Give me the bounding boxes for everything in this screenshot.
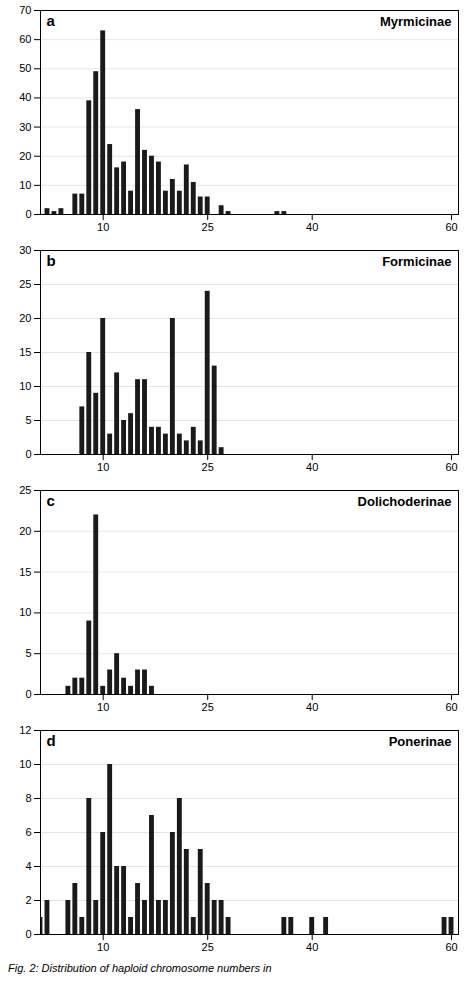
- svg-text:5: 5: [25, 647, 31, 659]
- html-text:Fig. 2: Distribution of haploi: Fig. 2: Distribution of haploid chromoso…: [8, 962, 272, 974]
- svg-text:0: 0: [25, 688, 31, 700]
- svg-text:60: 60: [445, 461, 457, 473]
- svg-text:5: 5: [25, 414, 31, 426]
- svg-text:15: 15: [19, 346, 31, 358]
- svg-text:60: 60: [445, 221, 457, 233]
- svg-text:30: 30: [19, 244, 31, 256]
- svg-text:10: 10: [97, 941, 109, 953]
- svg-text:40: 40: [306, 701, 318, 713]
- svg-text:25: 25: [202, 461, 214, 473]
- svg-text:Formicinae: Formicinae: [382, 254, 451, 269]
- svg-text:20: 20: [19, 150, 31, 162]
- svg-text:40: 40: [19, 91, 31, 103]
- svg-text:60: 60: [445, 941, 457, 953]
- svg-text:a: a: [47, 12, 56, 29]
- svg-text:15: 15: [19, 566, 31, 578]
- svg-text:10: 10: [19, 758, 31, 770]
- svg-text:10: 10: [19, 380, 31, 392]
- svg-text:40: 40: [306, 221, 318, 233]
- svg-text:Myrmicinae: Myrmicinae: [380, 14, 452, 29]
- svg-text:10: 10: [19, 179, 31, 191]
- svg-text:25: 25: [19, 278, 31, 290]
- svg-text:25: 25: [19, 484, 31, 496]
- svg-text:10: 10: [19, 606, 31, 618]
- svg-text:0: 0: [25, 928, 31, 940]
- svg-text:25: 25: [202, 941, 214, 953]
- svg-text:Dolichoderinae: Dolichoderinae: [358, 494, 452, 509]
- svg-text:25: 25: [202, 221, 214, 233]
- svg-text:d: d: [47, 732, 56, 749]
- svg-text:2: 2: [25, 894, 31, 906]
- svg-text:10: 10: [97, 701, 109, 713]
- svg-text:40: 40: [306, 941, 318, 953]
- svg-text:60: 60: [19, 33, 31, 45]
- svg-text:b: b: [47, 252, 56, 269]
- svg-text:25: 25: [202, 701, 214, 713]
- svg-text:0: 0: [25, 448, 31, 460]
- svg-text:c: c: [47, 492, 55, 509]
- svg-text:70: 70: [19, 4, 31, 16]
- svg-text:40: 40: [306, 461, 318, 473]
- svg-text:50: 50: [19, 62, 31, 74]
- svg-text:12: 12: [19, 724, 31, 736]
- svg-text:8: 8: [25, 792, 31, 804]
- svg-text:10: 10: [97, 461, 109, 473]
- svg-text:60: 60: [445, 701, 457, 713]
- svg-text:4: 4: [25, 860, 31, 872]
- svg-text:6: 6: [25, 826, 31, 838]
- svg-text:20: 20: [19, 525, 31, 537]
- svg-text:10: 10: [97, 221, 109, 233]
- svg-text:20: 20: [19, 312, 31, 324]
- svg-text:Ponerinae: Ponerinae: [389, 734, 452, 749]
- svg-text:0: 0: [25, 208, 31, 220]
- svg-text:30: 30: [19, 121, 31, 133]
